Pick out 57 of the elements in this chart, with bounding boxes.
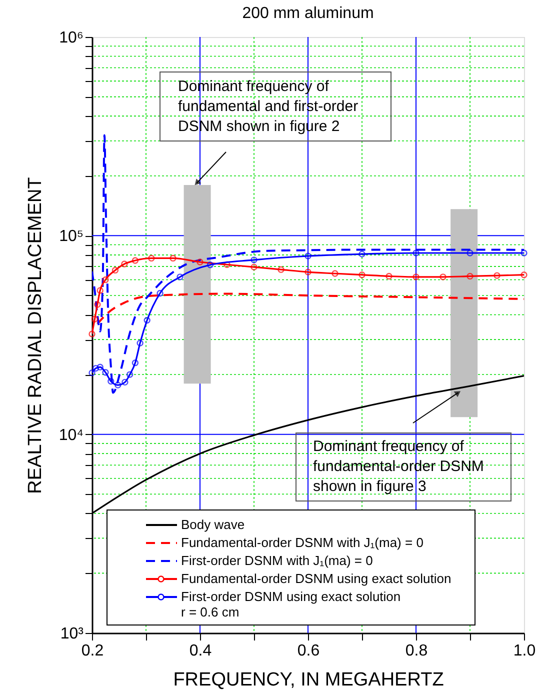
- legend-label: First-order DSNM with J₁(ma) = 0: [181, 553, 373, 568]
- point: [250, 256, 258, 264]
- point: [94, 301, 101, 308]
- point: [92, 364, 100, 372]
- point: [170, 254, 176, 262]
- y-axis-title: REALTIVE RADIAL DISPLACEMENT: [24, 176, 46, 494]
- x-tick-label: 0.2: [81, 642, 104, 660]
- point: [121, 260, 128, 268]
- legend-label: Fundamental-order DSNM with J₁(ma) = 0: [181, 535, 424, 550]
- x-tick-label: 0.6: [297, 642, 320, 660]
- point: [206, 262, 214, 268]
- point: [412, 274, 420, 280]
- point: [126, 371, 134, 378]
- point: [91, 316, 98, 322]
- point: [224, 261, 230, 268]
- point: [108, 378, 114, 385]
- y-tick-label: 10⁶: [59, 30, 84, 46]
- point: [96, 364, 104, 370]
- point: [102, 369, 109, 376]
- point: [250, 264, 258, 270]
- point: [196, 258, 204, 266]
- point: [136, 340, 144, 346]
- point: [278, 266, 284, 273]
- point: [440, 274, 446, 280]
- point: [494, 272, 500, 279]
- point: [176, 274, 184, 280]
- legend-label: Fundamental-order DSNM using exact solution: [181, 571, 452, 586]
- point: [466, 250, 474, 256]
- point: [412, 250, 420, 256]
- point: [144, 316, 150, 324]
- x-tick-label: 1.0: [513, 642, 536, 660]
- point: [102, 276, 109, 284]
- chart-title: 200 mm aluminum: [242, 5, 374, 22]
- x-tick-label: 0.4: [189, 642, 212, 660]
- point: [304, 252, 312, 260]
- point: [466, 272, 474, 280]
- annotation: r = 0.6 cm: [181, 604, 240, 620]
- point: [386, 272, 392, 280]
- point: [114, 382, 122, 388]
- point: [358, 250, 366, 258]
- point: [358, 272, 366, 278]
- y-tick-label: 10³: [60, 626, 84, 642]
- point: [304, 268, 312, 276]
- point: [132, 257, 139, 264]
- point: [332, 270, 338, 277]
- legend-label: Body wave: [181, 517, 245, 532]
- point: [122, 378, 128, 386]
- y-tick-label: 10⁵: [59, 228, 84, 246]
- point: [148, 254, 155, 262]
- x-tick-label: 0.8: [405, 642, 428, 660]
- point: [96, 287, 104, 294]
- x-axis-title: FREQUENCY, IN MEGAHERTZ: [173, 670, 444, 690]
- point: [156, 290, 164, 297]
- point: [132, 360, 139, 366]
- y-tick-label: 10⁴: [58, 426, 84, 444]
- legend-label: First-order DSNM using exact solution: [181, 589, 401, 604]
- point: [112, 266, 119, 274]
